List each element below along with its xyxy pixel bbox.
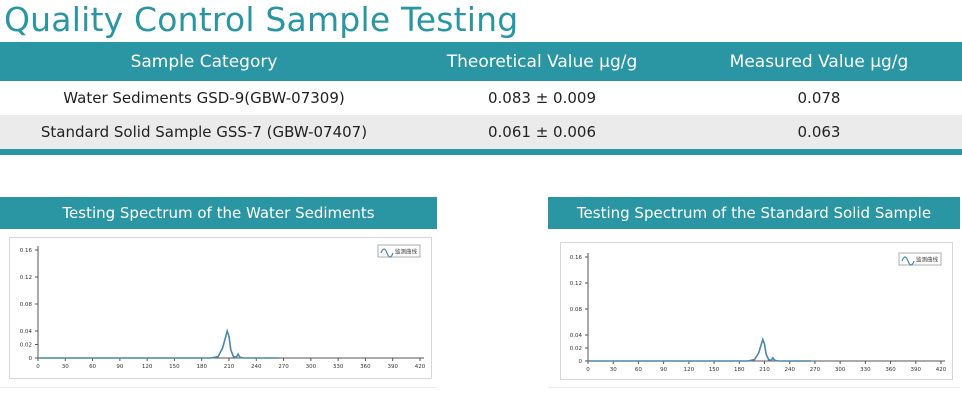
x-tick-label: 210 <box>759 367 770 373</box>
x-tick-label: 180 <box>734 367 745 373</box>
spectrum-chart-standard-solid: 0 0.02 0.04 0.08 0.12 0.16 0 30 60 90 120 150 180 210… <box>570 252 947 373</box>
cell-theoretical: 0.061 ± 0.006 <box>488 123 596 141</box>
x-tick-label: 150 <box>169 364 180 370</box>
y-tick-label: 0.04 <box>20 329 33 335</box>
x-tick-label: 60 <box>89 364 96 370</box>
y-tick-label: 0.08 <box>570 307 583 313</box>
x-tick-label: 270 <box>810 367 821 373</box>
spectrum-panel-water-sediments: Testing Spectrum of the Water Sediments … <box>0 197 437 388</box>
x-tick-label: 60 <box>635 367 642 373</box>
header-measured-value: Measured Value μg/g <box>729 51 909 72</box>
x-tick-label: 150 <box>709 367 720 373</box>
y-tick-label: 0.04 <box>570 333 583 339</box>
spectrum-panel-standard-solid: Testing Spectrum of the Standard Solid S… <box>548 197 960 388</box>
x-tick-label: 300 <box>835 367 846 373</box>
spectrum-chart-water-sediments: 0 0.02 0.04 0.08 0.12 0.16 0 30 60 90 120 150 180 210… <box>20 244 426 370</box>
x-tick-label: 360 <box>360 364 371 370</box>
table-row: Standard Solid Sample GSS-7 (GBW-07407) … <box>0 115 962 149</box>
header-theoretical-value: Theoretical Value μg/g <box>446 51 638 72</box>
cell-sample: Standard Solid Sample GSS-7 (GBW-07407) <box>40 123 368 141</box>
table-footer-bar <box>0 149 962 155</box>
y-tick-label: 0.16 <box>20 248 33 254</box>
panel-title: Testing Spectrum of the Water Sediments <box>0 197 437 229</box>
y-tick-label: 0.16 <box>570 255 583 261</box>
legend-label: 监测曲线 <box>916 256 939 264</box>
x-tick-label: 300 <box>306 364 317 370</box>
x-tick-label: 90 <box>116 364 123 370</box>
legend-box <box>898 252 942 266</box>
spectrum-series-line <box>588 337 811 362</box>
x-tick-label: 90 <box>660 367 667 373</box>
x-tick-label: 360 <box>885 367 896 373</box>
x-tick-label: 240 <box>251 364 262 370</box>
x-tick-label: 330 <box>860 367 871 373</box>
y-tick-label: 0 <box>579 359 583 365</box>
legend-swatch-icon <box>901 256 915 266</box>
y-tick-label: 0 <box>29 356 33 362</box>
x-tick-label: 120 <box>684 367 695 373</box>
spectrum-plot-frame: 0 0.02 0.04 0.08 0.12 0.16 0 30 60 90 120 150 180 210… <box>560 242 953 380</box>
qc-table: Sample Category Theoretical Value μg/g M… <box>0 42 962 155</box>
cell-measured: 0.063 <box>797 123 841 141</box>
page-title: Quality Control Sample Testing <box>4 0 519 39</box>
y-tick-label: 0.12 <box>570 281 582 287</box>
x-tick-label: 0 <box>36 364 40 370</box>
x-tick-label: 180 <box>196 364 207 370</box>
header-sample-category: Sample Category <box>130 51 278 72</box>
x-tick-label: 120 <box>142 364 153 370</box>
x-tick-label: 420 <box>415 364 426 370</box>
x-tick-label: 270 <box>278 364 289 370</box>
x-tick-label: 30 <box>62 364 69 370</box>
cell-measured: 0.078 <box>797 89 841 107</box>
cell-theoretical: 0.083 ± 0.009 <box>488 89 596 107</box>
y-tick-label: 0.02 <box>20 343 32 349</box>
x-tick-label: 390 <box>387 364 398 370</box>
x-tick-label: 240 <box>784 367 795 373</box>
table-header: Sample Category Theoretical Value μg/g M… <box>0 42 962 81</box>
x-tick-label: 0 <box>586 367 590 373</box>
legend-swatch-icon <box>380 248 394 258</box>
legend-box <box>377 244 421 258</box>
x-tick-label: 420 <box>936 367 947 373</box>
y-tick-label: 0.08 <box>20 302 33 308</box>
spectrum-plot-frame: 0 0.02 0.04 0.08 0.12 0.16 0 30 60 90 120 150 180 210… <box>9 237 432 379</box>
x-tick-label: 390 <box>911 367 922 373</box>
y-tick-label: 0.12 <box>20 275 32 281</box>
spectrum-series-line <box>38 328 279 359</box>
y-tick-label: 0.02 <box>570 346 582 352</box>
cell-sample: Water Sediments GSD-9(GBW-07309) <box>63 89 345 107</box>
panel-title: Testing Spectrum of the Standard Solid S… <box>548 197 960 229</box>
x-tick-label: 210 <box>224 364 235 370</box>
x-tick-label: 330 <box>333 364 344 370</box>
table-row: Water Sediments GSD-9(GBW-07309) 0.083 ±… <box>0 81 962 115</box>
x-tick-label: 30 <box>610 367 617 373</box>
legend-label: 监测曲线 <box>395 248 418 256</box>
